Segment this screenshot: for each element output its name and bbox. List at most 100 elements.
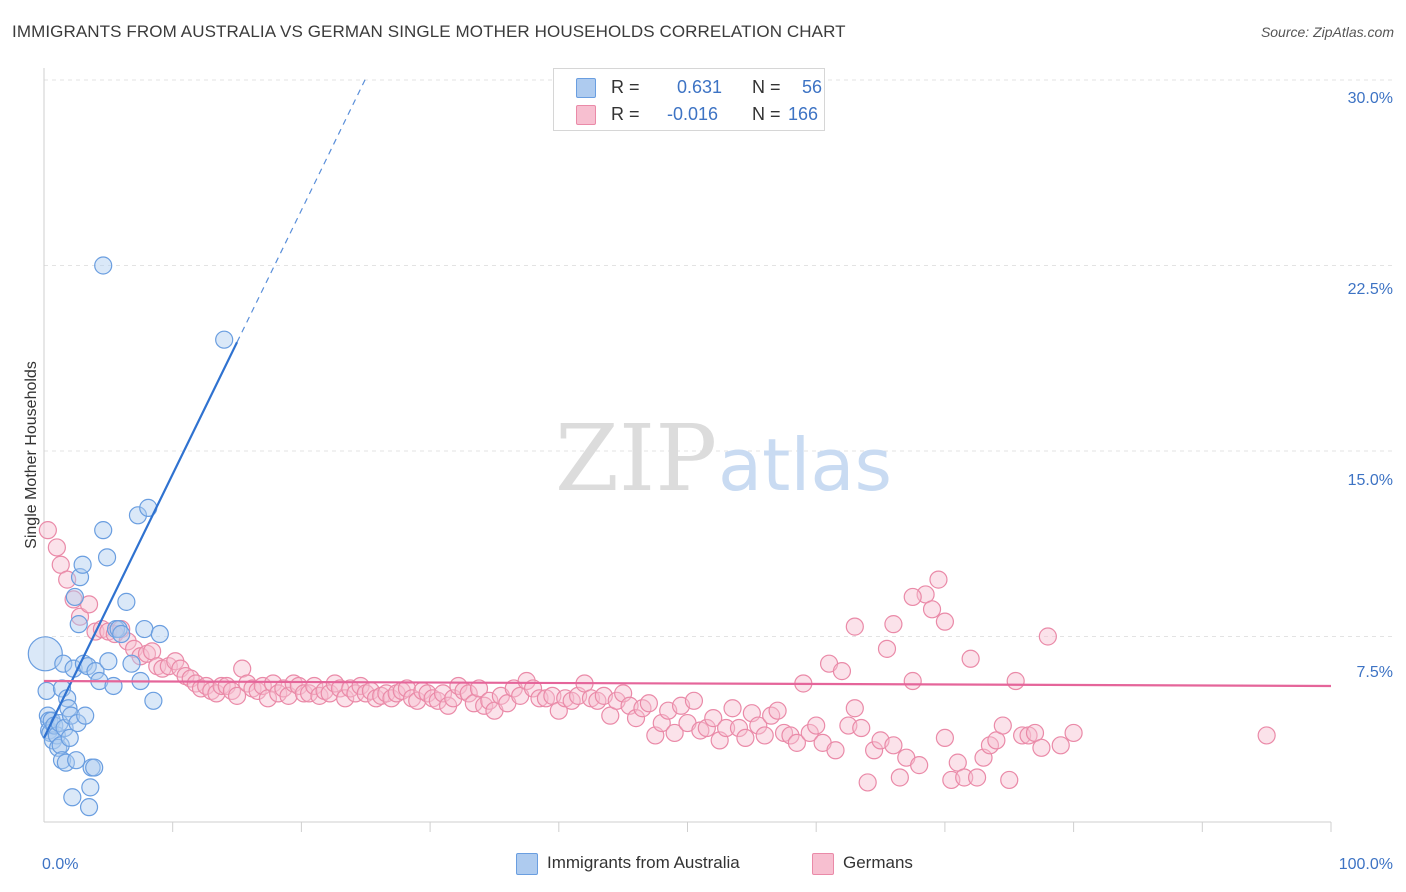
germans-point [336,689,355,708]
y-tick-7-5: 7.5% [1357,664,1393,681]
germans-point [903,587,922,607]
germans-point [480,691,499,710]
legend-label-germans: Germans [843,853,913,872]
x-axis-ticks [172,822,1332,832]
watermark-zip: ZIP [555,405,717,512]
germans-point [639,694,658,713]
australia-point [59,699,78,718]
australia-point [99,652,118,671]
germans-point [263,674,283,693]
australia-point [79,798,99,817]
germans-point [787,733,806,752]
germans-points [38,521,1276,792]
australia-point [86,662,105,681]
x-tick-0: 0.0% [42,856,78,873]
germans-point [118,632,137,651]
trend-lines [43,78,1332,739]
germans-point [903,671,922,691]
germans-point [1038,627,1057,646]
chart-title: IMMIGRANTS FROM AUSTRALIA VS GERMAN SING… [12,22,846,41]
watermark: ZIP atlas [555,405,892,512]
australia-point [60,728,79,748]
germans-point [993,716,1012,735]
germans-point [852,718,871,738]
germans-point [397,679,417,698]
germans-point [697,718,716,738]
y-tick-30: 30.0% [1348,90,1393,107]
germans-point [826,741,845,760]
legend-n-label: N = [752,77,781,97]
germans-trend-line [43,679,1332,688]
australia-trend-extension [236,78,367,343]
australia-point [94,521,113,540]
germans-point [768,701,787,720]
germans-point [469,679,489,698]
germans-point [1000,770,1019,790]
legend-swatch-blue [576,78,596,98]
australia-point [68,713,87,733]
germans-point [736,728,755,748]
australia-point [122,654,141,673]
australia-point [63,788,82,807]
legend-r-value: 0.631 [677,77,723,97]
y-tick-15: 15.0% [1348,472,1393,489]
germans-point [238,674,257,693]
germans-point [717,718,736,738]
germans-point [377,684,396,703]
germans-point [890,768,909,787]
australia-point [215,330,234,349]
australia-point [97,548,117,567]
australia-point [85,758,104,777]
legend-n-label: N = [752,104,781,124]
germans-point [929,570,948,589]
australia-point [76,706,95,725]
germans-point [227,686,247,705]
germans-point [1064,723,1083,743]
australia-point [54,654,73,673]
germans-point [723,699,742,718]
australia-point [112,624,131,644]
australia-point [104,676,123,696]
australia-point [73,555,92,574]
germans-point [1257,726,1276,745]
germans-point [858,773,877,792]
legend-r-value: -0.016 [667,104,719,124]
australia-point [109,619,128,639]
australia-point [37,681,56,701]
germans-point [38,521,57,540]
source-credit: Source: ZipAtlas.com [1260,24,1394,40]
germans-point [832,662,852,681]
y-tick-22-5: 22.5% [1348,281,1393,298]
stats-legend: R = 0.631 N = 56 R = -0.016 N = 166 [553,68,825,131]
germans-point [665,723,684,743]
legend-n-value: 56 [802,77,823,97]
watermark-atlas: atlas [718,423,892,507]
germans-point [1032,738,1051,757]
australia-point [81,778,100,797]
germans-point [408,691,427,710]
germans-point [884,615,903,634]
germans-point [800,723,819,743]
germans-point [1051,736,1070,755]
germans-point [704,709,723,728]
germans-point [884,736,903,755]
australia-point [128,506,148,525]
germans-point [684,691,704,710]
germans-point [935,612,955,631]
australia-point [27,636,63,672]
australia-point [69,615,88,634]
australia-point [135,619,154,639]
australia-trend-line [43,341,239,739]
germans-point [70,607,90,626]
germans-point [935,728,955,748]
australia-point [94,256,113,275]
legend-r-label: R = [611,77,640,97]
germans-point [967,768,987,787]
legend-swatch-blue [516,853,538,875]
australia-point [67,751,86,770]
germans-point [294,684,314,703]
australia-point [61,706,81,725]
germans-point [845,617,864,636]
germans-point [1006,671,1025,691]
